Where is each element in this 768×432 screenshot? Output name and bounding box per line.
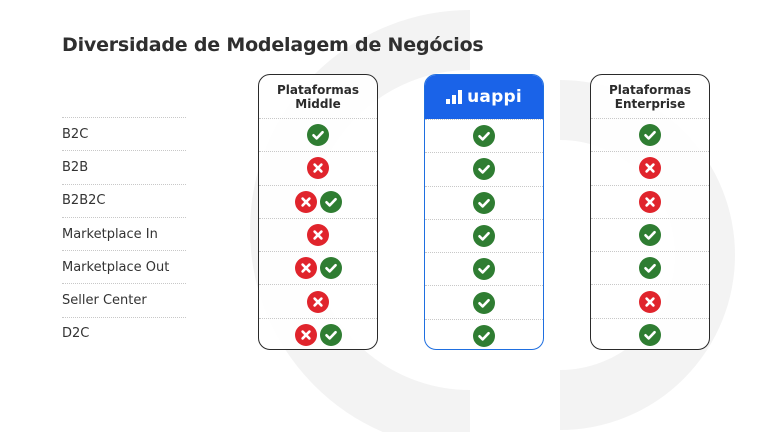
table-cell xyxy=(259,151,377,184)
column-header: Plataformas Middle xyxy=(277,82,359,111)
column-plataformas-middle: Plataformas Middle xyxy=(258,74,378,350)
row-labels: B2C B2B B2B2C Marketplace In Marketplace… xyxy=(62,117,186,350)
check-circle-icon xyxy=(639,257,661,280)
table-cell xyxy=(425,318,543,349)
column-cells xyxy=(591,118,709,349)
check-circle-icon xyxy=(473,191,495,214)
table-cell xyxy=(425,218,543,252)
x-circle-icon xyxy=(294,257,317,280)
table-cell xyxy=(591,184,709,218)
x-circle-icon xyxy=(294,190,317,213)
column-cells xyxy=(425,119,543,349)
table-cell xyxy=(591,151,709,184)
uappi-logo-icon xyxy=(446,90,463,104)
table-cell xyxy=(591,251,709,284)
row-label: Seller Center xyxy=(62,283,186,316)
table-cell xyxy=(259,184,377,218)
x-circle-icon xyxy=(307,290,329,313)
page-title: Diversidade de Modelagem de Negócios xyxy=(62,34,484,56)
check-circle-icon xyxy=(639,224,661,247)
x-circle-icon xyxy=(307,157,329,180)
row-label: Marketplace In xyxy=(62,216,186,250)
row-label: Marketplace Out xyxy=(62,250,186,283)
check-circle-icon xyxy=(319,323,342,346)
row-label: B2B2C xyxy=(62,183,186,217)
check-circle-icon xyxy=(473,225,495,248)
x-circle-icon xyxy=(639,190,661,213)
check-circle-icon xyxy=(473,125,495,148)
row-label: B2B xyxy=(62,150,186,183)
table-cell xyxy=(259,251,377,284)
table-cell xyxy=(259,317,377,349)
check-circle-icon xyxy=(473,324,495,347)
check-circle-icon xyxy=(473,158,495,181)
column-cells xyxy=(259,118,377,349)
table-cell xyxy=(259,284,377,317)
table-cell xyxy=(259,118,377,151)
check-circle-icon xyxy=(319,190,342,213)
check-circle-icon xyxy=(319,257,342,280)
table-cell xyxy=(591,317,709,349)
table-cell xyxy=(425,152,543,185)
column-uappi: uappi xyxy=(424,74,544,350)
check-circle-icon xyxy=(473,291,495,314)
check-circle-icon xyxy=(473,258,495,281)
table-cell xyxy=(425,252,543,285)
table-cell xyxy=(591,118,709,151)
table-cell xyxy=(425,185,543,219)
table-cell xyxy=(425,119,543,152)
column-header-uappi: uappi xyxy=(425,75,543,119)
row-label: D2C xyxy=(62,316,186,350)
x-circle-icon xyxy=(294,323,317,346)
uappi-logo-text: uappi xyxy=(467,87,522,107)
x-circle-icon xyxy=(307,224,329,247)
x-circle-icon xyxy=(639,290,661,313)
check-circle-icon xyxy=(307,124,329,147)
table-cell xyxy=(425,285,543,318)
row-label: B2C xyxy=(62,117,186,150)
column-plataformas-enterprise: Plataformas Enterprise xyxy=(590,74,710,350)
check-circle-icon xyxy=(639,323,661,346)
table-cell xyxy=(591,284,709,317)
x-circle-icon xyxy=(639,157,661,180)
check-circle-icon xyxy=(639,124,661,147)
column-header: Plataformas Enterprise xyxy=(609,82,691,111)
table-cell xyxy=(259,217,377,251)
table-cell xyxy=(591,217,709,251)
